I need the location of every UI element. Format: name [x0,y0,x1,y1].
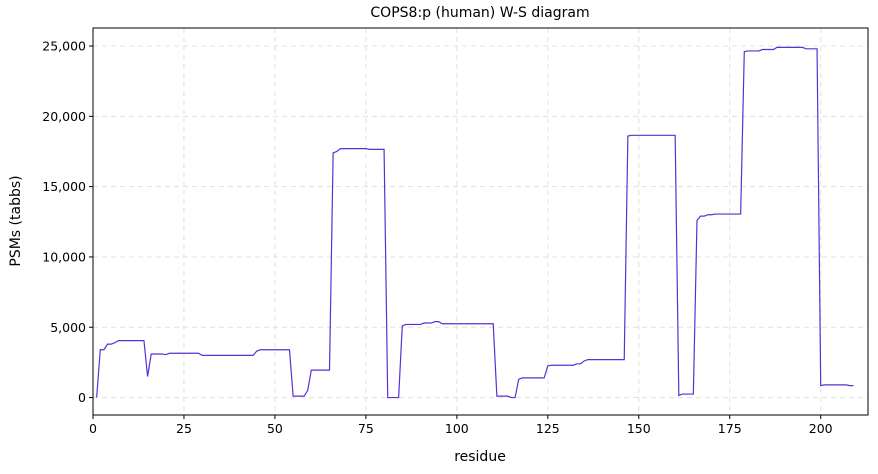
x-tick-label: 175 [718,421,742,436]
x-tick-label: 125 [536,421,560,436]
x-tick-label: 50 [267,421,283,436]
y-tick-label: 15,000 [42,179,86,194]
x-tick-label: 75 [358,421,374,436]
data-line [96,46,854,399]
plot-frame [92,27,869,416]
y-axis-label: PSMs (tabbs) [8,175,24,266]
x-tick-label: 0 [89,421,97,436]
y-tick-label: 0 [78,390,86,405]
x-axis-label: residue [454,449,506,465]
x-tick-label: 25 [176,421,192,436]
x-tick-label: 200 [809,421,833,436]
y-tick-label: 20,000 [42,109,86,124]
y-tick-label: 10,000 [42,249,86,264]
x-tick-label: 150 [627,421,651,436]
x-tick-label: 100 [445,421,469,436]
y-tick-label: 5,000 [50,320,86,335]
y-tick-label: 25,000 [42,39,86,54]
chart-title: COPS8:p (human) W-S diagram [370,5,589,21]
